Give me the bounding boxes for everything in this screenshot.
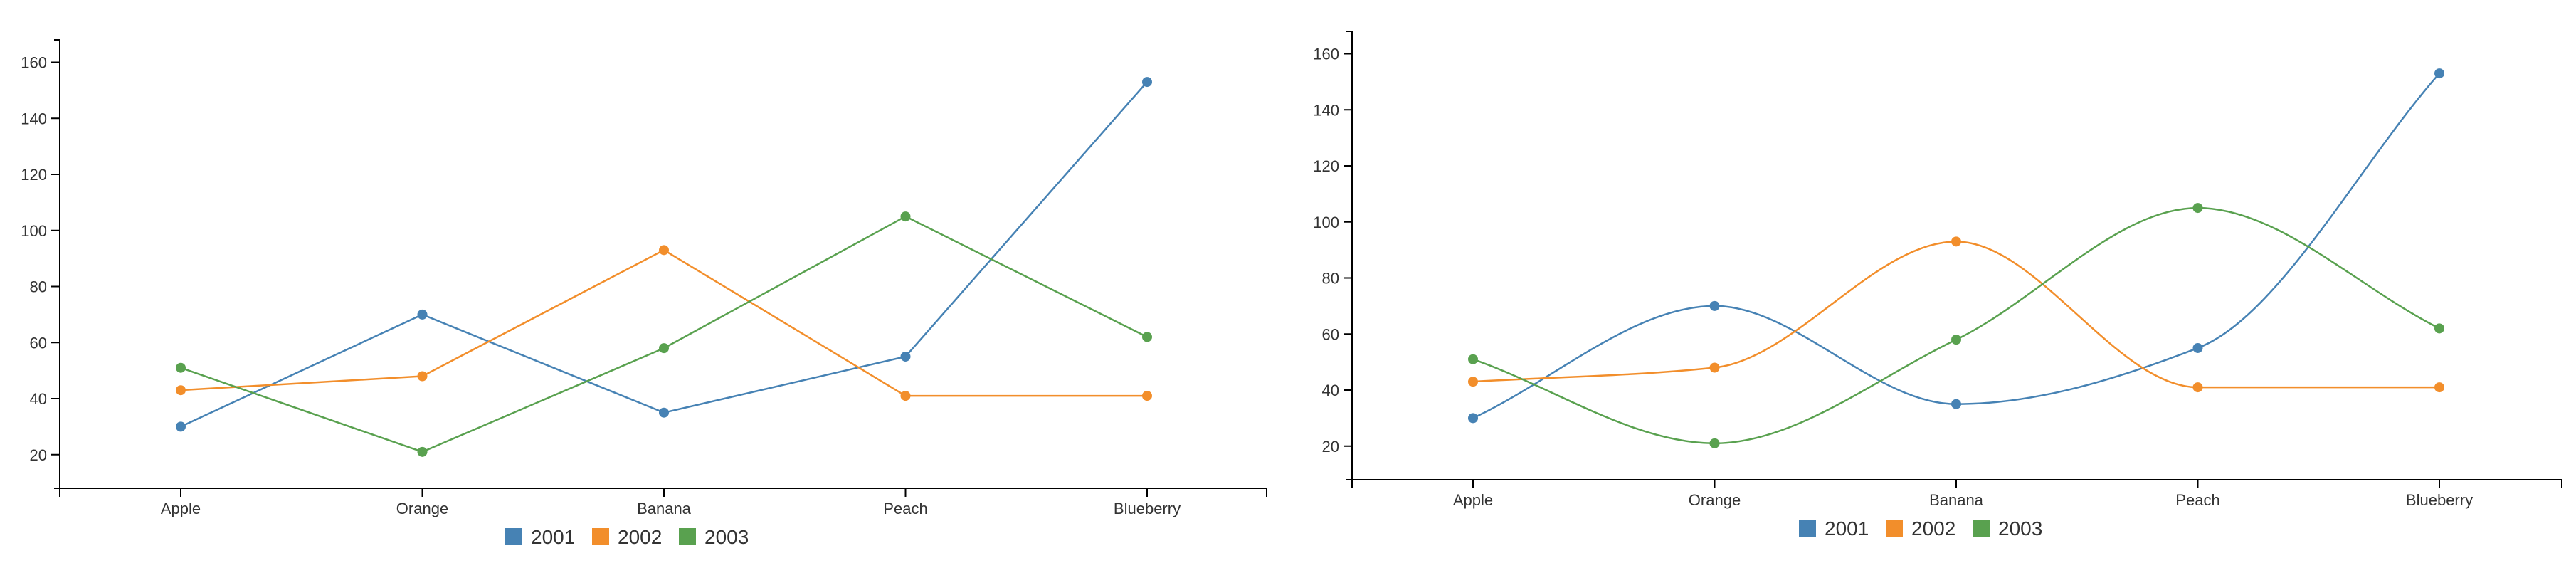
data-point-2003-blueberry [1142,332,1152,342]
data-point-2003-apple [176,362,186,373]
series-line-2002 [180,248,1147,397]
y-tick-label: 120 [1313,157,1339,175]
x-tick-label: Orange [396,500,448,517]
data-point-2001-orange [417,309,428,320]
data-point-2001-banana [659,407,669,418]
y-tick-label: 20 [1322,438,1339,456]
data-point-2002-apple [1468,377,1478,387]
data-point-2001-peach [900,351,911,362]
data-point-2002-apple [176,385,186,396]
y-tick-label: 40 [30,390,47,408]
data-point-2002-orange [1709,362,1720,373]
legend-swatch [505,528,522,545]
data-point-2002-banana [1951,236,1961,247]
data-point-2001-blueberry [2434,68,2444,79]
x-tick-label: Blueberry [1114,500,1181,517]
data-point-2001-apple [176,421,186,432]
y-tick-label: 60 [30,334,47,352]
legend-swatch [1886,520,1903,537]
legend-swatch [592,528,609,545]
data-point-2002-blueberry [2434,382,2444,393]
data-point-2001-orange [1709,300,1720,311]
y-tick-label: 140 [1313,101,1339,119]
y-tick-label: 80 [30,278,47,296]
y-tick-label: 120 [21,166,47,184]
x-tick-label: Orange [1689,491,1741,509]
chart-1: 20 40 60 80 100 120 140 160 Apple Orange Banana Pea… [21,39,1267,548]
legend-label: 2003 [1998,517,2042,540]
data-point-2001-blueberry [1142,77,1152,88]
y-tick-label: 160 [21,54,47,72]
x-tick-label: Apple [161,500,201,517]
y-tick-label: 100 [1313,214,1339,231]
data-point-2002-banana [659,245,669,256]
y-tick-label: 100 [21,222,47,240]
y-tick-label: 20 [30,446,47,464]
data-point-2002-peach [900,391,911,401]
y-tick-label: 80 [1322,270,1339,288]
legend-label: 2001 [1825,517,1869,540]
data-point-2003-peach [900,211,911,222]
x-tick-label: Apple [1453,491,1493,509]
x-tick-label: Banana [1929,491,1984,509]
y-tick-label: 40 [1322,382,1339,399]
x-tick-label: Banana [637,500,692,517]
chart-2: 20 40 60 80 100 120 140 160 Apple Orange Banana Pea… [1313,31,2562,540]
data-point-2003-orange [1709,438,1720,448]
x-tick-label: Blueberry [2406,491,2473,509]
data-point-2001-apple [1468,413,1478,424]
data-point-2001-banana [1951,399,1961,409]
data-point-2003-orange [417,446,428,457]
data-point-2001-peach [2192,342,2203,353]
data-point-2003-blueberry [2434,323,2444,334]
y-tick-label: 160 [1313,46,1339,63]
data-point-2002-peach [2192,382,2203,393]
legend-swatch [1973,520,1990,537]
data-point-2002-blueberry [1142,391,1152,401]
y-axis-line [54,39,60,489]
legend-label: 2002 [618,526,662,548]
y-axis-line [1346,31,1353,480]
x-tick-label: Peach [883,500,927,517]
x-tick-label: Peach [2175,491,2219,509]
legend-swatch [679,528,696,545]
y-tick-label: 60 [1322,325,1339,343]
legend-label: 2001 [531,526,575,548]
y-tick-label: 140 [21,110,47,127]
data-point-2003-banana [659,343,669,354]
legend-label: 2003 [704,526,749,548]
legend-label: 2002 [1911,517,1955,540]
data-point-2003-apple [1468,354,1478,364]
data-point-2003-banana [1951,335,1961,345]
data-point-2003-peach [2192,203,2203,214]
legend-swatch [1799,520,1816,537]
data-point-2002-orange [417,371,428,382]
